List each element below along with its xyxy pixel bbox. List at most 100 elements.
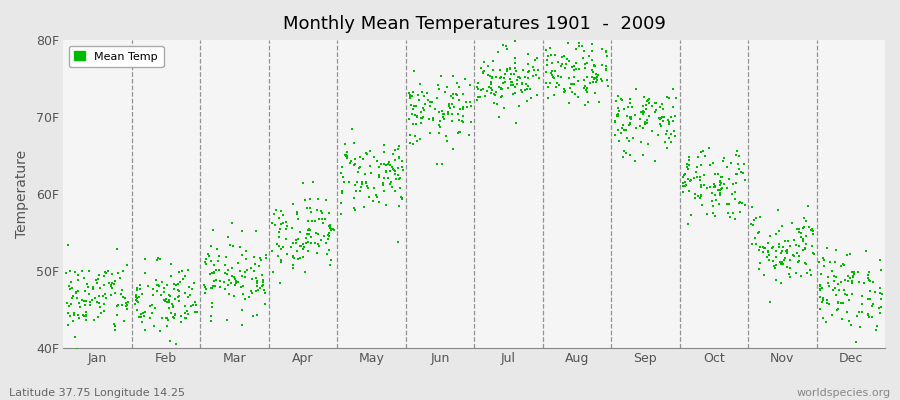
- Point: [868, 326, 883, 333]
- Point: [351, 164, 365, 171]
- Point: [256, 282, 270, 288]
- Point: [302, 218, 316, 224]
- Point: [688, 169, 703, 175]
- Point: [696, 148, 710, 154]
- Point: [256, 286, 271, 293]
- Point: [813, 282, 827, 288]
- Point: [773, 261, 788, 268]
- Point: [521, 74, 535, 81]
- Point: [771, 206, 786, 213]
- Point: [778, 255, 792, 262]
- Point: [452, 116, 466, 123]
- Point: [782, 271, 796, 277]
- Point: [652, 132, 666, 138]
- Point: [190, 308, 204, 315]
- Point: [68, 288, 83, 295]
- Point: [514, 81, 528, 88]
- Point: [599, 49, 614, 55]
- Point: [799, 232, 814, 239]
- Point: [648, 100, 662, 106]
- Point: [381, 161, 395, 168]
- Point: [752, 214, 767, 220]
- Point: [361, 185, 375, 192]
- Point: [581, 53, 596, 60]
- Point: [559, 61, 573, 68]
- Point: [452, 84, 466, 90]
- Point: [130, 306, 144, 313]
- Point: [551, 59, 565, 65]
- Point: [392, 185, 407, 192]
- Point: [831, 306, 845, 312]
- Point: [274, 221, 288, 227]
- Point: [71, 315, 86, 322]
- Point: [587, 62, 601, 69]
- Point: [111, 302, 125, 308]
- Point: [840, 292, 854, 298]
- Point: [338, 152, 352, 158]
- Point: [188, 309, 202, 315]
- Point: [66, 293, 80, 299]
- Point: [841, 272, 855, 279]
- Point: [654, 115, 669, 122]
- Point: [829, 292, 843, 298]
- Point: [637, 118, 652, 125]
- Point: [160, 315, 175, 321]
- Point: [779, 248, 794, 254]
- Point: [470, 84, 484, 90]
- Point: [770, 248, 784, 254]
- Point: [745, 241, 760, 247]
- Point: [843, 251, 858, 257]
- Point: [388, 168, 402, 174]
- Point: [595, 62, 609, 68]
- Point: [731, 160, 745, 167]
- Point: [622, 138, 636, 145]
- Point: [512, 103, 526, 110]
- Point: [233, 244, 248, 250]
- Point: [268, 207, 283, 214]
- Point: [662, 134, 676, 141]
- Point: [482, 62, 496, 69]
- Point: [253, 285, 267, 292]
- Point: [504, 79, 518, 86]
- Point: [145, 292, 159, 298]
- Point: [275, 212, 290, 218]
- Point: [409, 121, 423, 128]
- Point: [643, 100, 657, 106]
- Point: [452, 97, 466, 104]
- Point: [587, 74, 601, 81]
- Point: [291, 236, 305, 243]
- Point: [436, 111, 451, 118]
- Point: [321, 233, 336, 239]
- Point: [492, 67, 507, 73]
- Point: [798, 245, 813, 252]
- Point: [119, 300, 133, 306]
- Point: [790, 226, 805, 232]
- Point: [506, 91, 520, 97]
- Point: [774, 259, 788, 266]
- Point: [310, 250, 324, 256]
- Point: [654, 122, 669, 129]
- Point: [65, 284, 79, 291]
- Point: [494, 84, 508, 91]
- Point: [347, 162, 362, 168]
- Point: [162, 338, 176, 344]
- Point: [425, 98, 439, 105]
- Point: [804, 226, 818, 233]
- Point: [290, 209, 304, 216]
- Point: [285, 262, 300, 268]
- Point: [831, 300, 845, 306]
- Point: [258, 255, 273, 261]
- Point: [543, 80, 557, 87]
- Point: [151, 283, 166, 289]
- Point: [129, 294, 143, 300]
- Point: [355, 181, 369, 187]
- Point: [411, 92, 426, 98]
- Point: [432, 122, 446, 128]
- Point: [546, 75, 561, 81]
- Point: [732, 152, 746, 159]
- Point: [429, 95, 444, 101]
- Point: [440, 138, 454, 144]
- Point: [280, 250, 294, 257]
- Point: [212, 267, 227, 273]
- Point: [109, 246, 123, 252]
